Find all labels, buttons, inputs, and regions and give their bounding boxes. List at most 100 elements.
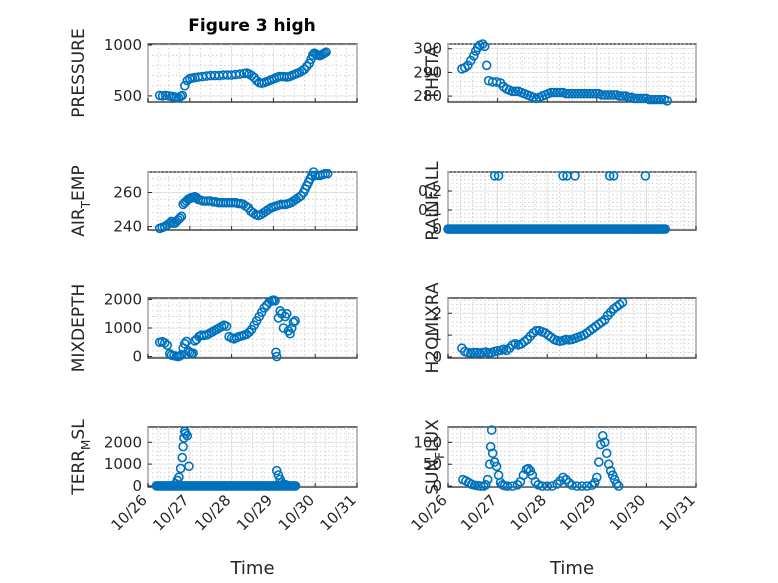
- y-tick-label: 0: [132, 477, 142, 495]
- data-point: [530, 476, 541, 487]
- x-tick-label: 10/26: [108, 491, 151, 534]
- subplot-sun_flux: 0 50 100 10/26 10/27 10/28 10/29 10/30 10/31 Time…: [408, 419, 699, 579]
- data-point: [617, 297, 628, 308]
- y-axis-label-main: TERR: [69, 450, 89, 496]
- y-axis-label: MIXDEPTH: [69, 284, 89, 373]
- data-point: [582, 481, 592, 491]
- data-point: [605, 90, 616, 100]
- data-point: [611, 479, 622, 489]
- data-point: [175, 463, 186, 474]
- data-series: [457, 297, 628, 358]
- y-axis-label-sub: M: [79, 440, 93, 450]
- data-point: [579, 88, 589, 99]
- y-axis-label: PRESSURE: [69, 28, 89, 117]
- data-point: [321, 47, 331, 57]
- y-tick-label: 2: [432, 304, 442, 322]
- data-point: [547, 481, 557, 491]
- data-point: [555, 87, 565, 98]
- x-tick-label: 10/27: [149, 491, 192, 534]
- data-point: [481, 60, 492, 71]
- x-tick-label: 10/29: [556, 491, 599, 534]
- data-point: [160, 90, 171, 101]
- y-axis-label: RAINFALL: [423, 161, 443, 241]
- data-point: [531, 325, 542, 336]
- data-point: [482, 474, 493, 485]
- x-tick-label: 10/30: [606, 491, 649, 534]
- data-series: [443, 171, 671, 234]
- data-point: [184, 461, 194, 472]
- x-tick-label: 10/31: [656, 491, 699, 534]
- data-point: [607, 470, 618, 480]
- data-point: [573, 88, 583, 99]
- data-point: [182, 430, 193, 441]
- y-axis-label-rest: EMP: [69, 165, 89, 201]
- data-point: [593, 457, 604, 467]
- data-point: [640, 171, 651, 181]
- data-point: [177, 90, 188, 101]
- x-axis-label: Time: [229, 558, 274, 579]
- data-point: [463, 60, 473, 71]
- subplot-mixdepth: 0 1000 2000 MIXDEPTH: [69, 284, 358, 373]
- data-point: [164, 218, 175, 228]
- data-point: [177, 452, 188, 463]
- y-axis-label-rest: LUX: [423, 419, 443, 452]
- data-point: [567, 88, 577, 99]
- y-axis-label-sub: T: [79, 200, 93, 209]
- x-tick-label: 10/30: [275, 491, 318, 534]
- data-point: [475, 481, 486, 491]
- data-point: [468, 347, 479, 358]
- data-point: [241, 329, 252, 340]
- y-tick-label: 0.2: [418, 182, 442, 200]
- y-axis-label: AIRTEMP: [69, 165, 93, 236]
- data-point: [271, 347, 281, 358]
- y-axis-label-main: SUN: [423, 459, 443, 495]
- data-point: [480, 480, 491, 490]
- data-point: [587, 480, 597, 491]
- data-point: [537, 481, 548, 491]
- data-point: [577, 481, 587, 491]
- data-point: [629, 93, 640, 104]
- data-point: [493, 171, 504, 181]
- data-point: [588, 88, 598, 99]
- data-point: [561, 474, 571, 485]
- data-point: [290, 316, 300, 326]
- data-point: [597, 430, 608, 441]
- data-series: [154, 295, 300, 362]
- data-point: [650, 94, 661, 105]
- data-point: [489, 457, 500, 467]
- x-tick-label: 10/28: [507, 491, 550, 534]
- y-tick-label: 0: [432, 220, 442, 238]
- data-point: [176, 211, 187, 222]
- data-point: [479, 41, 490, 52]
- data-point: [271, 465, 282, 476]
- data-point: [567, 480, 577, 491]
- x-axis-label: Time: [549, 558, 594, 579]
- data-point: [632, 93, 643, 104]
- y-tick-label: 0: [432, 348, 442, 366]
- y-tick-label: 0: [132, 348, 142, 366]
- data-point: [288, 317, 299, 328]
- data-point: [491, 77, 502, 87]
- x-tick-label: 10/28: [191, 491, 234, 534]
- y-axis-label-rest: SL: [69, 419, 89, 440]
- x-tick-label: 10/29: [233, 491, 276, 534]
- data-point: [178, 441, 188, 452]
- y-tick-label: 1000: [104, 36, 142, 54]
- data-point: [270, 296, 280, 306]
- y-tick-label: 2000: [104, 433, 142, 451]
- data-point: [188, 348, 198, 358]
- data-point: [507, 86, 518, 97]
- data-point: [570, 171, 580, 181]
- y-tick-label: 280: [413, 87, 442, 105]
- data-point: [486, 425, 497, 435]
- data-point: [510, 86, 521, 97]
- y-tick-label: 500: [113, 87, 142, 105]
- data-point: [570, 88, 580, 99]
- data-point: [174, 351, 185, 361]
- data-series: [154, 47, 331, 103]
- data-point: [487, 448, 498, 459]
- data-point: [613, 481, 624, 491]
